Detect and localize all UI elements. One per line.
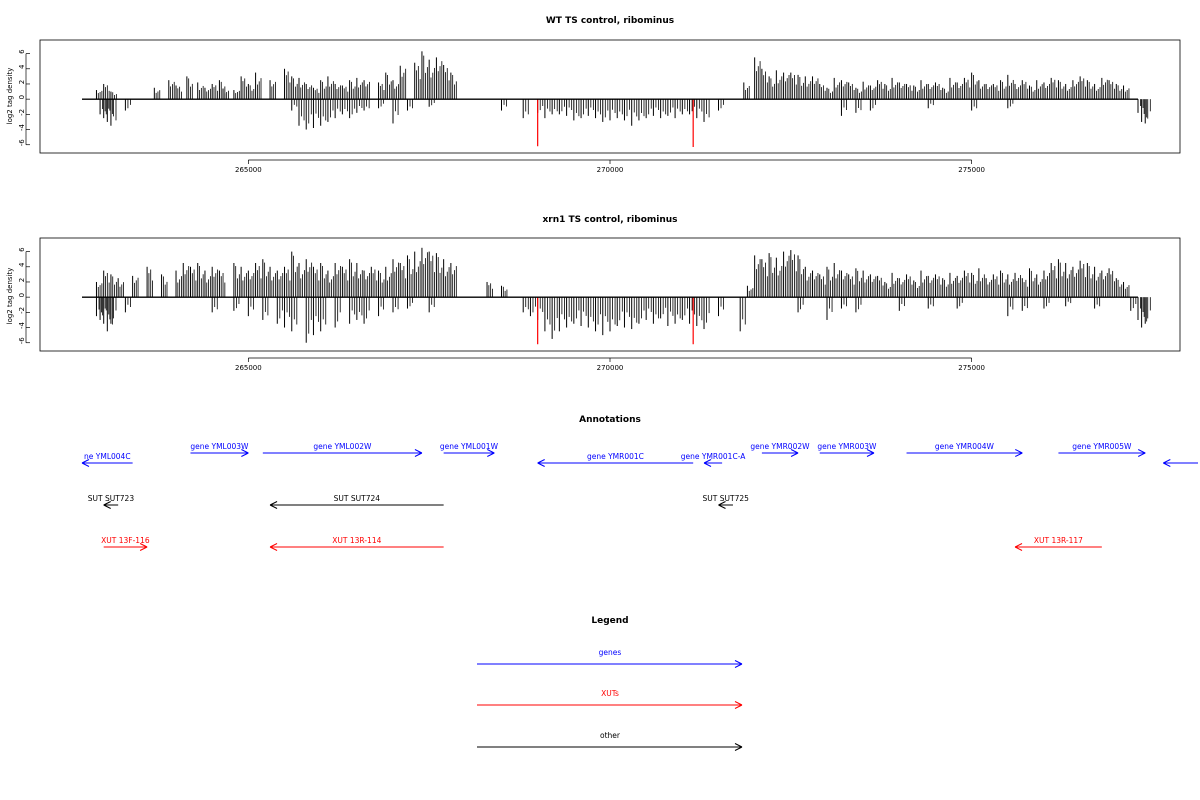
y-tick-label: 0 — [18, 95, 26, 99]
annotation-arrow-gene — [537, 459, 694, 467]
annotation-arrow-gene — [1058, 449, 1146, 457]
annotation-arrow-gene — [81, 459, 133, 467]
legend-panel: Legend genes XUTs other — [477, 616, 743, 751]
annotation-arrow-xut — [269, 543, 444, 551]
y-tick-label: -4 — [18, 322, 26, 330]
x-tick-label: 270000 — [597, 364, 624, 372]
x-tick-label: 275000 — [958, 166, 985, 174]
xrn1-track-panel: xrn1 TS control, ribominus 6 4 2 0 -2 -4 -6 265… — [6, 215, 1181, 372]
y-tick-label: 4 — [18, 64, 26, 69]
x-tick-label: 275000 — [958, 364, 985, 372]
x-tick-label: 265000 — [235, 166, 262, 174]
annotation-features: ne YML004C gene YML003W gene YML002W gene Y… — [81, 442, 1198, 551]
legend-label: genes — [599, 648, 622, 657]
wt-track-frame — [39, 39, 1181, 154]
annotation-label: gene YMR004W — [935, 442, 995, 451]
y-tick-label: -2 — [18, 307, 26, 314]
annotation-label: ne YML004C — [84, 452, 131, 461]
y-tick-label: -2 — [18, 109, 26, 116]
annotation-arrow-gene — [819, 449, 875, 457]
annotation-arrow-other — [718, 501, 733, 509]
annotation-label: gene YMR002W — [750, 442, 810, 451]
legend-label: XUTs — [601, 689, 619, 698]
annotation-label: gene YMR001C — [587, 452, 644, 461]
annotation-arrow-other — [103, 501, 119, 509]
annotation-label: XUT 13R-114 — [332, 536, 381, 545]
annotation-arrow-other — [269, 501, 444, 509]
xrn1-plot-area: 6 4 2 0 -2 -4 -6 265000 270000 275000 — [18, 247, 1151, 372]
y-tick-label: 2 — [18, 80, 26, 84]
y-tick-label: -4 — [18, 124, 26, 132]
annotation-arrow-gene — [443, 449, 495, 457]
x-tick-label: 265000 — [235, 364, 262, 372]
y-tick-label: 4 — [18, 262, 26, 267]
y-tick-label: 0 — [18, 293, 26, 297]
annotation-label: SUT SUT723 — [88, 494, 135, 503]
y-tick-label: -6 — [18, 139, 26, 147]
legend-arrow-other — [477, 743, 743, 751]
annotations-title: Annotations — [579, 415, 641, 425]
y-tick-label: 6 — [18, 49, 26, 54]
legend-arrow-gene — [477, 660, 743, 668]
wt-track-title: WT TS control, ribominus — [546, 16, 674, 26]
annotation-label: XUT 13F-116 — [101, 536, 150, 545]
xrn1-y-axis-title: log2 tag density — [6, 268, 14, 325]
annotation-arrow-gene — [262, 449, 423, 457]
y-tick-label: 6 — [18, 247, 26, 252]
annotation-label: gene YML002W — [313, 442, 372, 451]
wt-track-panel: WT TS control, ribominus 6 4 2 0 -2 -4 -6 26500… — [6, 16, 1181, 174]
annotations-panel: Annotations ne YML004C gene YML003W gene Y… — [81, 415, 1198, 551]
wt-plot-area: 6 4 2 0 -2 -4 -6 265000 270000 275000 — [18, 49, 1151, 174]
annotation-label: gene YML003W — [190, 442, 249, 451]
annotation-arrow-gene — [1163, 459, 1198, 467]
annotation-arrow-xut — [1014, 543, 1102, 551]
annotation-arrow-gene — [906, 449, 1023, 457]
annotation-label: gene YMR003W — [817, 442, 877, 451]
legend-title: Legend — [591, 616, 628, 626]
annotation-label: SUT SUT724 — [334, 494, 381, 503]
xrn1-track-frame — [39, 237, 1181, 352]
wt-y-axis-title: log2 tag density — [6, 68, 14, 125]
legend-arrow-xut — [477, 701, 743, 709]
annotation-arrow-gene — [761, 449, 799, 457]
annotation-arrow-gene — [703, 459, 723, 467]
legend-items: genes XUTs other — [477, 648, 743, 751]
xrn1-track-title: xrn1 TS control, ribominus — [542, 215, 677, 225]
annotation-label: gene YMR001C-A — [681, 452, 746, 461]
y-tick-label: 2 — [18, 278, 26, 282]
annotation-arrow-gene — [190, 449, 249, 457]
annotation-label: gene YML001W — [440, 442, 499, 451]
legend-label: other — [600, 731, 621, 740]
annotation-label: gene YMR005W — [1072, 442, 1132, 451]
annotation-arrow-xut — [103, 543, 148, 551]
annotation-label: XUT 13R-117 — [1034, 536, 1083, 545]
x-tick-label: 270000 — [597, 166, 624, 174]
annotation-label: SUT SUT725 — [703, 494, 750, 503]
y-tick-label: -6 — [18, 337, 26, 345]
